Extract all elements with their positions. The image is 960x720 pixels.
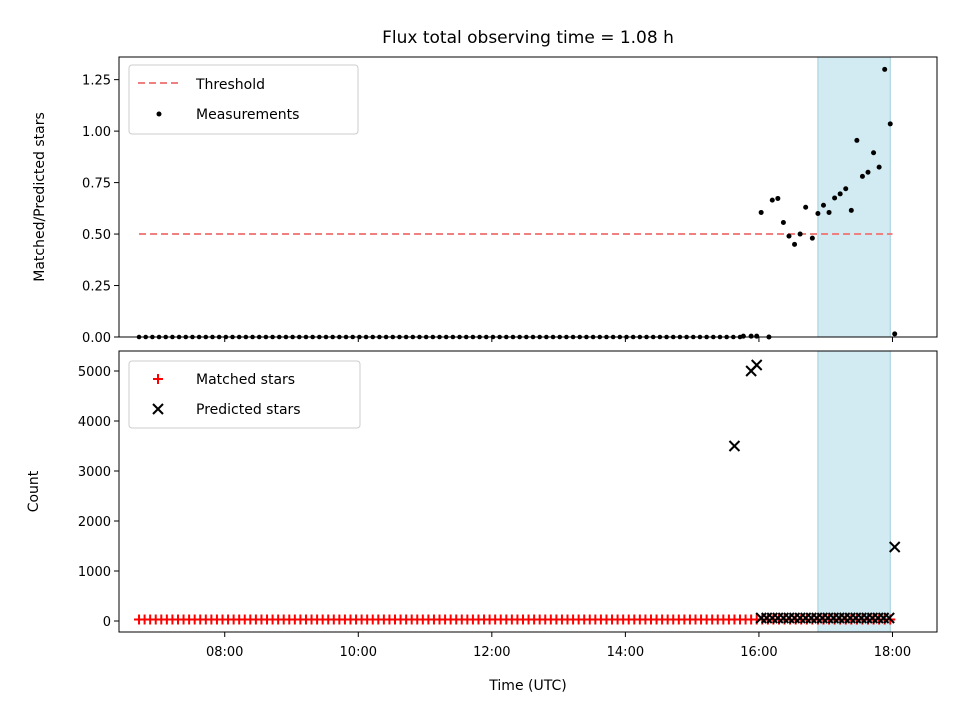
top-legend: Threshold Measurements xyxy=(128,64,359,135)
top-panel: 0.00 0.25 0.50 0.75 1.00 1.25 Matched/Predict… xyxy=(32,56,938,346)
measurement-point xyxy=(775,195,781,201)
measurement-point xyxy=(887,121,893,127)
x-tick-label: 16:00 xyxy=(740,645,777,660)
y-tick-label: 1000 xyxy=(78,565,111,580)
measurement-point xyxy=(826,209,832,215)
measurement-point xyxy=(815,210,821,216)
measurement-point xyxy=(865,169,871,175)
legend-matched-label: Matched stars xyxy=(196,372,295,388)
measurement-point xyxy=(758,209,764,215)
y-tick-label: 0.50 xyxy=(82,228,111,243)
bottom-legend: Matched stars Predicted stars xyxy=(128,360,361,429)
measurement-point xyxy=(854,137,860,143)
y-tick-label: 5000 xyxy=(78,365,111,380)
predicted-star-marker xyxy=(889,541,901,553)
top-shaded-region xyxy=(817,56,891,338)
measurement-point xyxy=(832,195,838,201)
x-tick-label: 14:00 xyxy=(607,645,644,660)
y-tick-label: 0.25 xyxy=(82,280,111,295)
measurement-point xyxy=(792,241,798,247)
chart-title: Flux total observing time = 1.08 h xyxy=(382,28,674,48)
bottom-axes-frame xyxy=(118,350,938,633)
measurement-point xyxy=(769,197,775,203)
x-tick-label: 08:00 xyxy=(206,645,243,660)
bottom-shaded-region xyxy=(817,350,891,633)
top-y-ticks: 0.00 0.25 0.50 0.75 1.00 1.25 xyxy=(82,74,119,346)
measurement-point xyxy=(820,202,826,208)
measurement-point xyxy=(740,333,746,339)
y-tick-label: 0.00 xyxy=(82,331,111,346)
bottom-legend-box xyxy=(128,360,361,429)
measurement-point xyxy=(780,220,786,226)
top-legend-box xyxy=(128,64,359,135)
measurement-point xyxy=(754,333,760,339)
y-tick-label: 2000 xyxy=(78,515,111,530)
legend-measurements-swatch xyxy=(156,111,162,117)
y-tick-label: 3000 xyxy=(78,465,111,480)
y-tick-label: 1.00 xyxy=(82,125,111,140)
measurement-point xyxy=(803,204,809,210)
predicted-star-marker xyxy=(728,440,741,452)
measurement-point xyxy=(843,186,849,192)
top-y-axis-label: Matched/Predicted stars xyxy=(32,112,48,282)
measurement-point xyxy=(871,150,877,156)
bottom-y-ticks: 0 1000 2000 3000 4000 5000 xyxy=(78,365,119,630)
x-tick-label: 18:00 xyxy=(874,645,911,660)
bottom-y-axis-label: Count xyxy=(26,470,42,512)
legend-matched-swatch xyxy=(153,374,163,384)
x-axis-label: Time (UTC) xyxy=(488,678,566,694)
y-tick-label: 1.25 xyxy=(82,74,111,89)
top-axes-frame xyxy=(118,56,938,338)
measurement-point xyxy=(748,333,754,339)
measurement-point xyxy=(837,191,843,197)
predicted-stars-points xyxy=(728,359,901,624)
measurement-point xyxy=(786,233,792,239)
measurement-point xyxy=(892,331,898,337)
bottom-x-ticks: 08:00 10:00 12:00 14:00 16:00 18:00 xyxy=(206,632,911,660)
y-tick-label: 0 xyxy=(103,615,111,630)
predicted-star-marker xyxy=(750,359,763,371)
legend-threshold-label: Threshold xyxy=(195,77,265,93)
legend-predicted-label: Predicted stars xyxy=(196,402,301,418)
y-tick-label: 0.75 xyxy=(82,177,111,192)
measurement-point xyxy=(882,66,888,72)
x-tick-label: 12:00 xyxy=(473,645,510,660)
x-tick-label: 10:00 xyxy=(340,645,377,660)
legend-predicted-swatch xyxy=(152,403,164,415)
legend-measurements-label: Measurements xyxy=(196,107,299,123)
predicted-star-marker xyxy=(883,612,895,624)
measurement-point xyxy=(859,173,865,179)
measurement-point xyxy=(809,235,815,241)
bottom-panel: 0 1000 2000 3000 4000 5000 08:00 10:00 12:00 14:… xyxy=(26,350,938,694)
measurement-point xyxy=(797,231,803,237)
measurement-point xyxy=(848,207,854,213)
measurement-point xyxy=(876,164,882,170)
y-tick-label: 4000 xyxy=(78,415,111,430)
